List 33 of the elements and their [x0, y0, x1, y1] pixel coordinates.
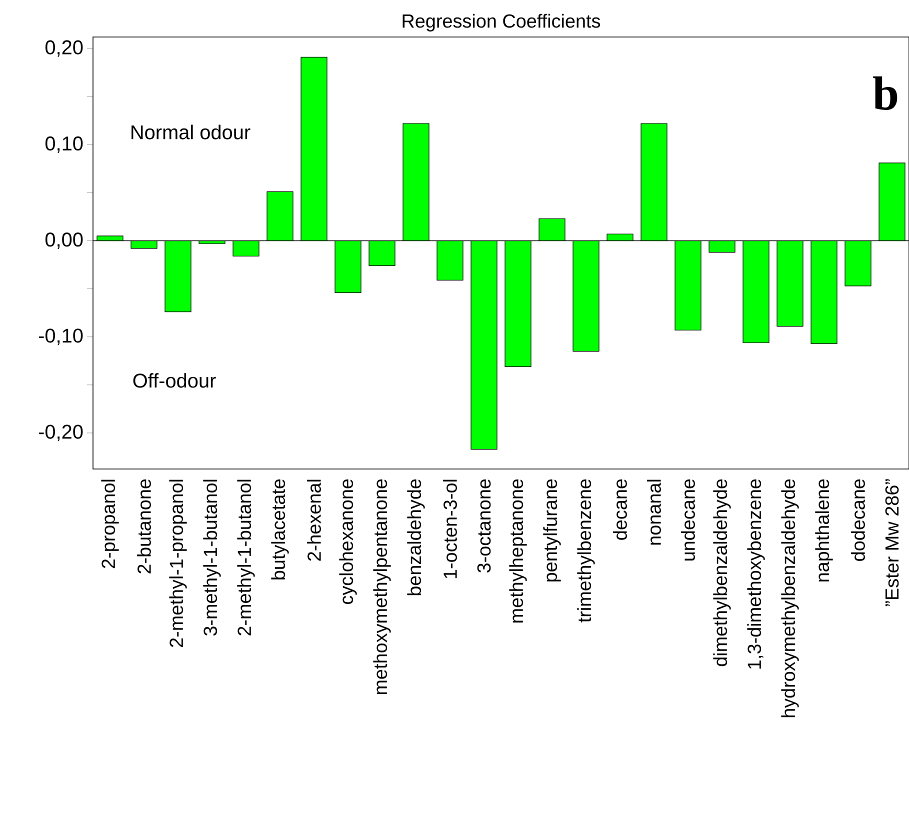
- x-tick-label: ”Ester Mw 286”: [885, 479, 899, 606]
- x-tick-label: dimethylbenzaldehyde: [713, 479, 731, 666]
- x-tick-label: 3-octanone: [477, 479, 491, 573]
- chart-title: Regression Coefficients: [402, 14, 600, 32]
- x-tick-label: benzaldehyde: [407, 479, 425, 596]
- x-tick-label: hydroxymethylbenzaldehyde: [781, 479, 799, 718]
- y-tick-label: 0,10: [45, 136, 83, 153]
- x-tick-label: 3-methyl-1-butanol: [203, 480, 221, 636]
- y-tick-label: -0,10: [38, 328, 83, 346]
- x-tick-label: trimethylbenzene: [577, 479, 595, 622]
- y-tick-label: 0,00: [45, 232, 83, 249]
- x-tick-label: butylacetate: [271, 479, 289, 580]
- x-tick-label: 2-butanone: [137, 479, 151, 574]
- x-tick-label: nonanal: [647, 480, 661, 545]
- x-tick-label: undecane: [681, 479, 695, 560]
- y-tick-label: 0,20: [45, 40, 83, 57]
- x-tick-label: 1-octen-3-ol: [443, 480, 457, 578]
- annotation: Normal odour: [132, 124, 250, 140]
- x-tick-label: pentylfurane: [543, 479, 561, 582]
- annotation: Off-odour: [133, 373, 216, 388]
- x-tick-label: 1,3-dimethoxybenzene: [747, 479, 765, 669]
- x-tick-label: 2-hexenal: [307, 480, 321, 561]
- x-tick-label: cyclohexanone: [339, 479, 357, 604]
- x-tick-label: 2-methyl-1-butanol: [237, 480, 255, 636]
- x-tick-label: methylheptanone: [509, 479, 527, 622]
- x-tick-label: methoxymethylpentanone: [373, 479, 391, 694]
- y-tick-label: -0,20: [38, 424, 83, 442]
- annotation: b: [873, 76, 898, 110]
- x-tick-label: 2-methyl-1-propanol: [169, 480, 187, 647]
- x-tick-label: 2-propanol: [101, 480, 119, 568]
- x-tick-label: naphthalene: [815, 479, 833, 582]
- x-tick-label: dodecane: [851, 479, 865, 561]
- x-tick-label: decane: [613, 479, 627, 540]
